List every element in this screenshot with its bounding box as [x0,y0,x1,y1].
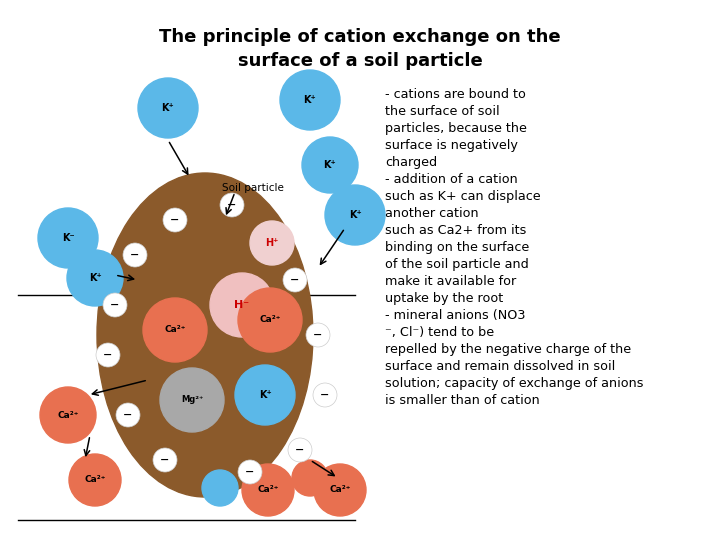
Text: H⁻: H⁻ [235,300,250,310]
Text: −: − [320,390,330,400]
Text: −: − [290,275,300,285]
Text: K⁺: K⁺ [161,103,174,113]
Text: Mg²⁺: Mg²⁺ [181,395,203,404]
Circle shape [210,273,274,337]
Text: surface of a soil particle: surface of a soil particle [238,52,482,70]
Circle shape [238,288,302,352]
Text: K⁺: K⁺ [348,210,361,220]
Text: K⁺: K⁺ [258,390,271,400]
Text: The principle of cation exchange on the: The principle of cation exchange on the [159,28,561,46]
Text: H⁺: H⁺ [265,238,279,248]
Circle shape [116,403,140,427]
Circle shape [153,448,177,472]
Text: Ca²⁺: Ca²⁺ [329,485,351,495]
Circle shape [242,464,294,516]
Circle shape [283,268,307,292]
Circle shape [67,250,123,306]
Text: −: − [161,455,170,465]
Circle shape [235,365,295,425]
Circle shape [306,323,330,347]
Text: K⁺: K⁺ [89,273,102,283]
Ellipse shape [97,173,313,497]
Circle shape [202,470,238,506]
Circle shape [302,137,358,193]
Circle shape [123,243,147,267]
Text: −: − [123,410,132,420]
Circle shape [38,208,98,268]
Circle shape [220,193,244,217]
Circle shape [250,221,294,265]
Text: −: − [228,200,237,210]
Text: −: − [313,330,323,340]
Text: K⁻: K⁻ [62,233,74,243]
Circle shape [238,460,262,484]
Text: Ca²⁺: Ca²⁺ [164,326,186,334]
Text: Soil particle: Soil particle [222,183,284,193]
Circle shape [314,464,366,516]
Text: K⁺: K⁺ [323,160,336,170]
Text: −: − [130,250,140,260]
Circle shape [160,368,224,432]
Circle shape [103,293,127,317]
Circle shape [288,438,312,462]
Circle shape [292,460,328,496]
Circle shape [96,343,120,367]
Circle shape [325,185,385,245]
Text: Ca²⁺: Ca²⁺ [259,315,281,325]
Text: −: − [295,445,305,455]
Text: −: − [246,467,255,477]
Circle shape [143,298,207,362]
Text: K⁺: K⁺ [304,95,316,105]
Circle shape [40,387,96,443]
Circle shape [280,70,340,130]
Text: Ca²⁺: Ca²⁺ [84,476,106,484]
Text: Ca²⁺: Ca²⁺ [58,410,78,420]
Text: - cations are bound to
the surface of soil
particles, because the
surface is neg: - cations are bound to the surface of so… [385,88,644,407]
Text: −: − [110,300,120,310]
Text: Ca²⁺: Ca²⁺ [257,485,279,495]
Circle shape [138,78,198,138]
Circle shape [163,208,187,232]
Text: −: − [171,215,180,225]
Circle shape [69,454,121,506]
Text: −: − [103,350,113,360]
Circle shape [313,383,337,407]
